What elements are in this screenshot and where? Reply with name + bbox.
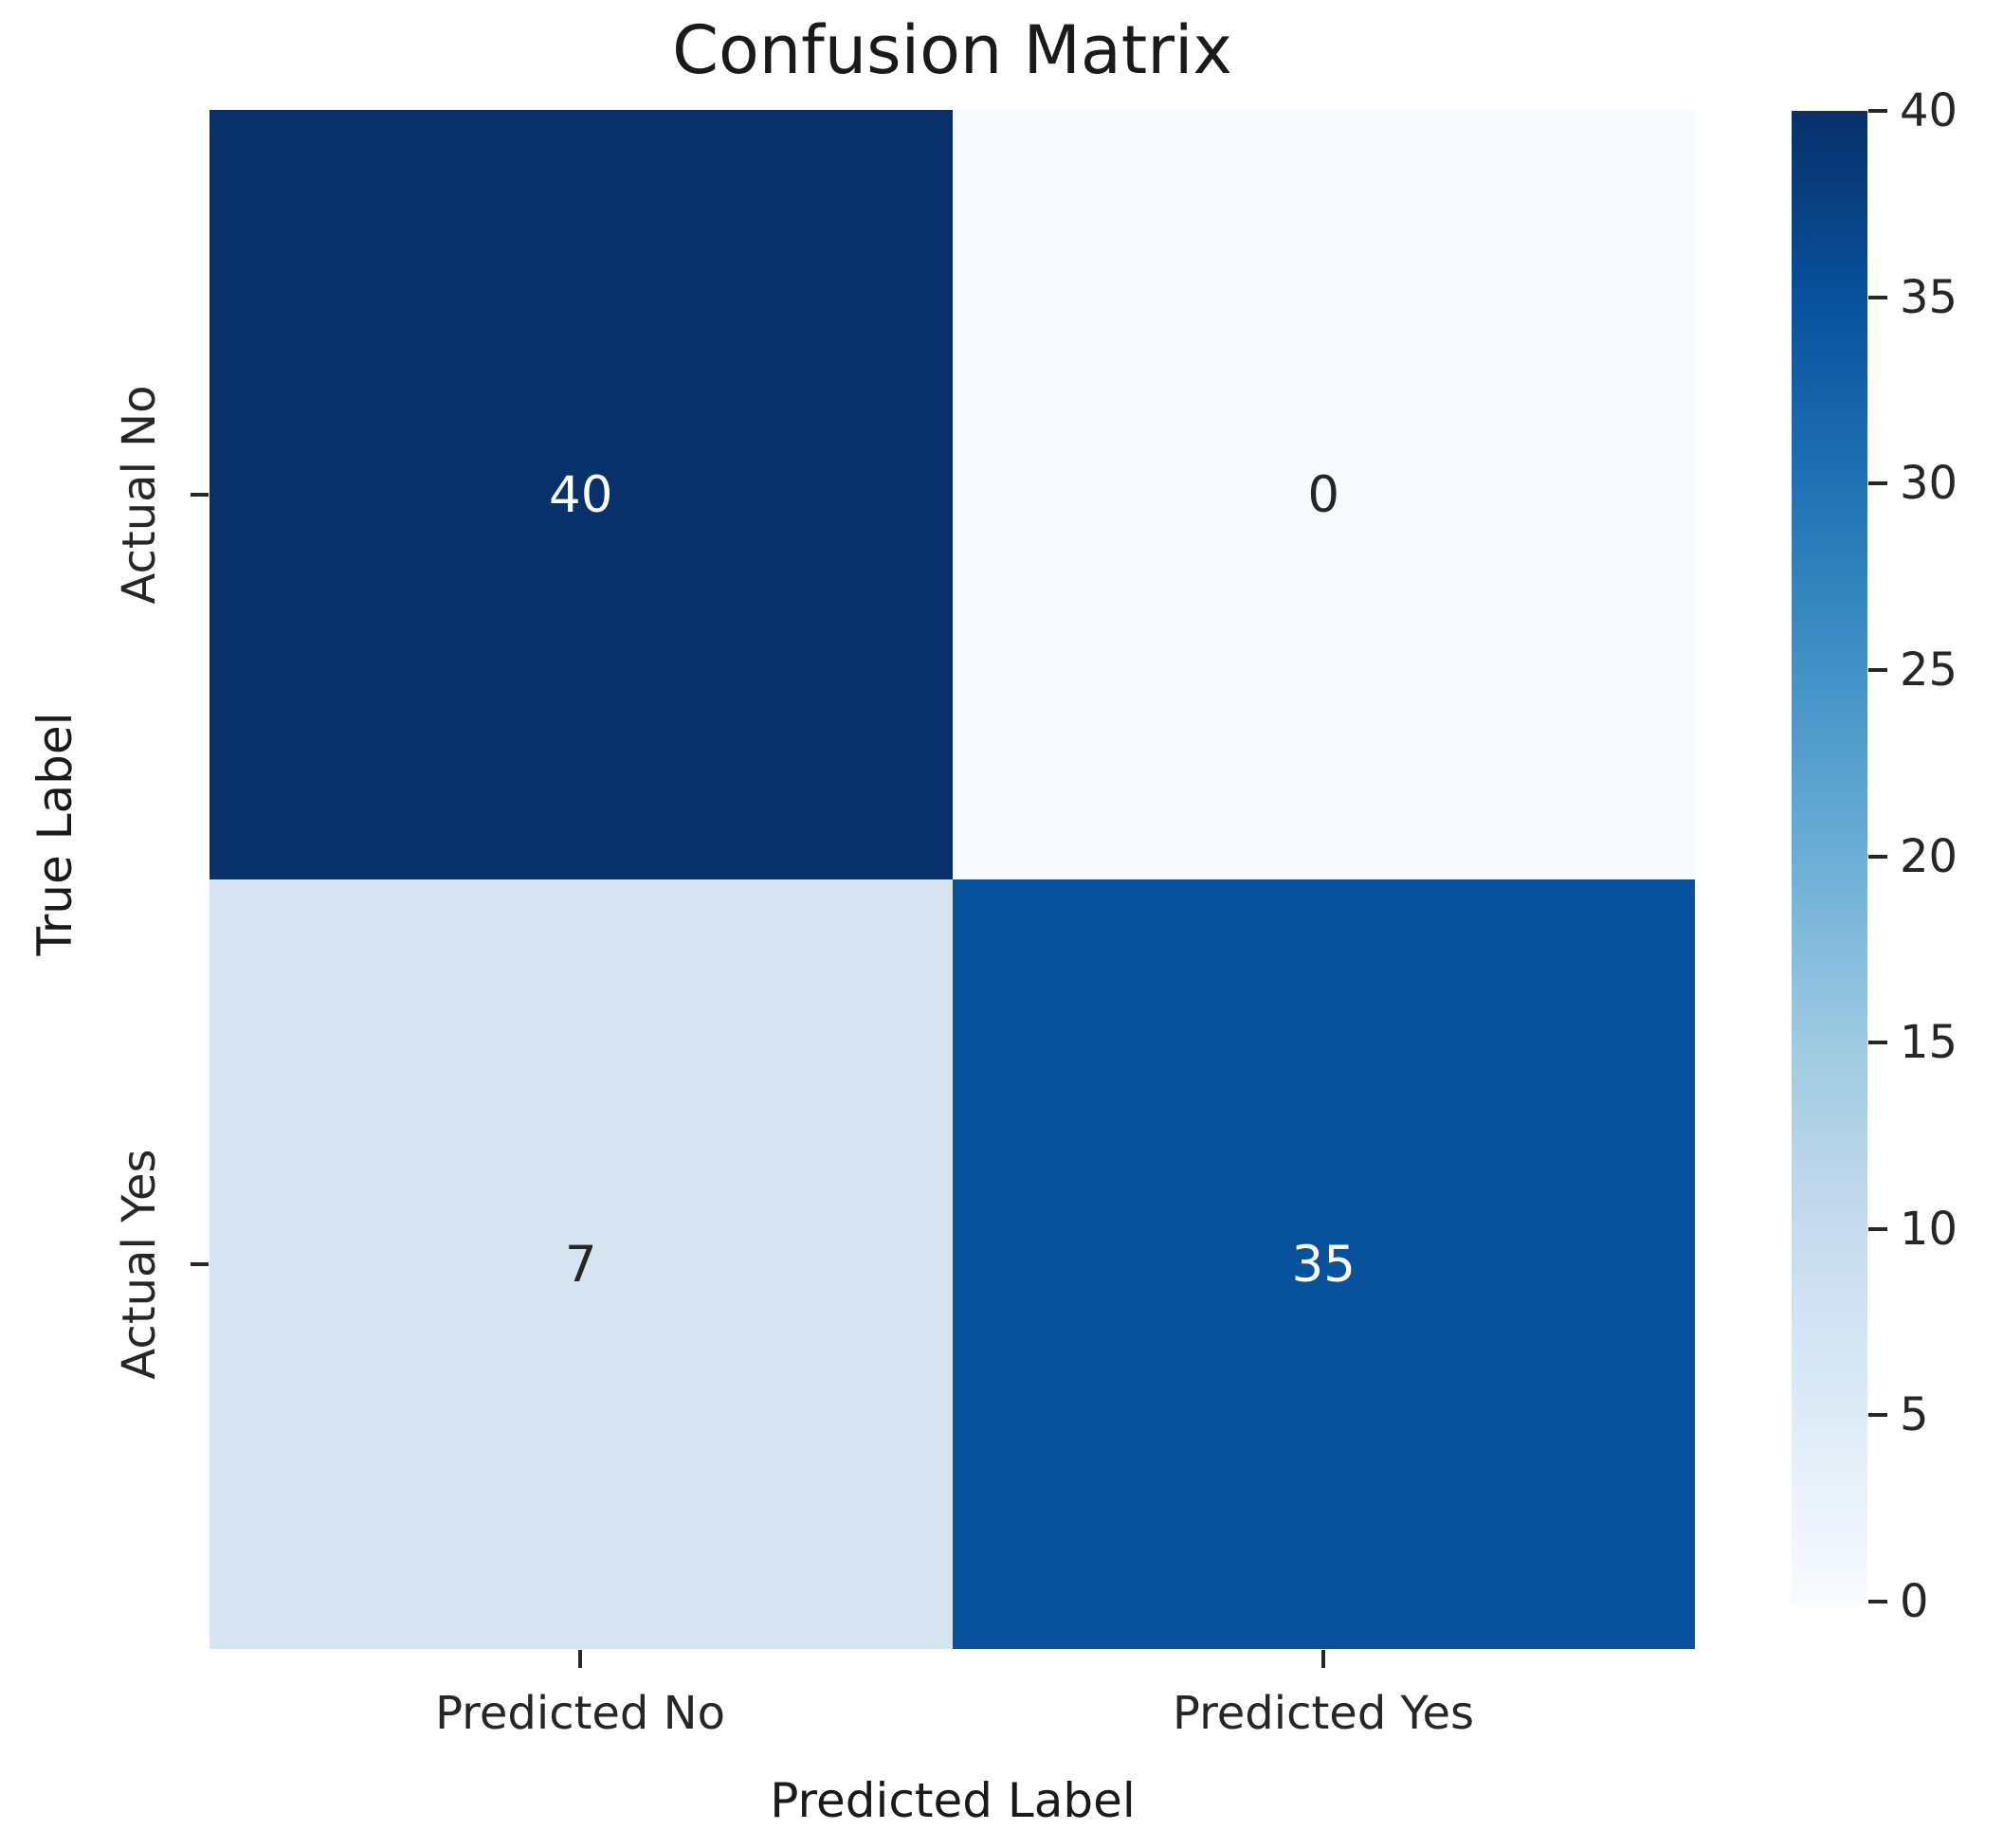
cell-value: 7 <box>564 1235 597 1294</box>
colorbar-tick-mark <box>1868 1226 1887 1231</box>
colorbar-tick-label: 20 <box>1900 829 1958 883</box>
colorbar-tick-label: 35 <box>1900 270 1958 324</box>
chart-title: Confusion Matrix <box>672 11 1232 89</box>
colorbar <box>1792 111 1867 1602</box>
colorbar-tick-mark <box>1868 667 1887 672</box>
colorbar-tick-mark <box>1868 1600 1887 1603</box>
heatmap-grid: 40 0 7 35 <box>209 110 1695 1649</box>
colorbar-tick-mark <box>1868 295 1887 299</box>
x-tick-label-predicted-no: Predicted No <box>435 1687 725 1740</box>
y-tick-label-actual-no: Actual No <box>113 385 166 605</box>
x-axis-tick-mark-predicted-no <box>578 1650 582 1668</box>
cell-value: 35 <box>1291 1235 1356 1294</box>
y-axis-title: True Label <box>27 712 82 956</box>
colorbar-tick-label: 40 <box>1900 84 1958 137</box>
colorbar-tick-mark <box>1868 481 1887 486</box>
x-axis-tick-mark-predicted-yes <box>1321 1650 1325 1668</box>
cell-value: 0 <box>1307 465 1340 524</box>
heatmap-cell-actual-yes-predicted-yes: 35 <box>952 879 1695 1649</box>
colorbar-tick-mark <box>1868 854 1887 859</box>
heatmap-cell-actual-yes-predicted-no: 7 <box>209 879 953 1649</box>
y-axis-tick-mark-actual-no <box>191 493 209 497</box>
x-tick-label-predicted-yes: Predicted Yes <box>1172 1687 1475 1740</box>
colorbar-tick-label: 15 <box>1900 1016 1958 1070</box>
y-axis-tick-mark-actual-yes <box>191 1262 209 1266</box>
colorbar-tick-label: 5 <box>1900 1388 1929 1442</box>
colorbar-tick-marks <box>1868 109 1887 1603</box>
colorbar-tick-label: 30 <box>1900 457 1958 511</box>
colorbar-tick-mark <box>1868 1041 1887 1045</box>
colorbar-tick-labels: 40 35 30 25 20 15 10 5 0 <box>1900 84 1999 1628</box>
colorbar-tick-label: 10 <box>1900 1202 1958 1256</box>
y-tick-label-actual-yes: Actual Yes <box>113 1149 166 1380</box>
heatmap-cell-actual-no-predicted-no: 40 <box>209 110 953 879</box>
colorbar-tick-mark <box>1868 109 1887 113</box>
colorbar-tick-label: 25 <box>1900 643 1958 697</box>
colorbar-tick-mark <box>1868 1413 1887 1418</box>
heatmap-cell-actual-no-predicted-yes: 0 <box>952 110 1695 879</box>
x-axis-title: Predicted Label <box>770 1773 1136 1828</box>
cell-value: 40 <box>549 465 613 524</box>
colorbar-tick-label: 0 <box>1900 1575 1929 1628</box>
